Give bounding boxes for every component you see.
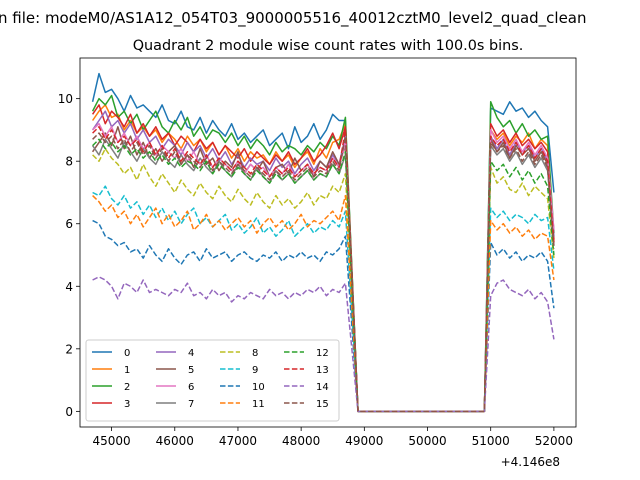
legend-label-1: 1 bbox=[124, 365, 130, 376]
legend-label-13: 13 bbox=[316, 365, 329, 376]
series-line-10 bbox=[92, 219, 555, 413]
legend-label-9: 9 bbox=[252, 365, 258, 376]
legend-label-2: 2 bbox=[124, 382, 130, 393]
legend-label-10: 10 bbox=[252, 382, 265, 393]
legend-label-11: 11 bbox=[252, 399, 265, 410]
y-tick-label: 2 bbox=[65, 342, 73, 356]
series-line-15 bbox=[92, 132, 555, 413]
y-tick-label: 6 bbox=[65, 217, 73, 231]
y-tick-label: 8 bbox=[65, 155, 73, 169]
x-offset-label: +4.146e8 bbox=[501, 455, 560, 469]
figure-suptitle: n file: modeM0/AS1A12_054T03_9000005516_… bbox=[0, 9, 587, 28]
x-tick-label: 46000 bbox=[156, 434, 194, 448]
legend-label-5: 5 bbox=[188, 365, 194, 376]
legend-label-12: 12 bbox=[316, 348, 329, 359]
legend-box bbox=[85, 339, 340, 422]
x-tick-label: 50000 bbox=[408, 434, 446, 448]
axes-frame bbox=[79, 57, 577, 428]
legend-label-14: 14 bbox=[316, 382, 329, 393]
legend-label-6: 6 bbox=[188, 382, 194, 393]
legend-label-15: 15 bbox=[316, 399, 329, 410]
legend-label-8: 8 bbox=[252, 348, 258, 359]
legend-label-7: 7 bbox=[188, 399, 194, 410]
series-line-14 bbox=[92, 276, 555, 413]
y-tick-label: 0 bbox=[65, 405, 73, 419]
legend-label-3: 3 bbox=[124, 399, 130, 410]
series-line-11 bbox=[92, 194, 555, 413]
legend-label-4: 4 bbox=[188, 348, 194, 359]
legend-label-0: 0 bbox=[124, 348, 130, 359]
y-tick-label: 4 bbox=[65, 280, 73, 294]
x-tick-label: 45000 bbox=[92, 434, 130, 448]
x-tick-label: 52000 bbox=[535, 434, 573, 448]
series-line-13 bbox=[92, 126, 555, 413]
x-tick-label: 48000 bbox=[282, 434, 320, 448]
y-tick-label: 10 bbox=[58, 92, 73, 106]
x-tick-label: 51000 bbox=[472, 434, 510, 448]
axis-ticks: 45000 46000 47000 48000 49000 50000 51000 52000… bbox=[58, 92, 573, 448]
x-tick-label: 49000 bbox=[345, 434, 383, 448]
plot-layer bbox=[91, 72, 555, 413]
axes-title: Quadrant 2 module wise count rates with … bbox=[133, 38, 524, 54]
x-tick-label: 47000 bbox=[219, 434, 257, 448]
